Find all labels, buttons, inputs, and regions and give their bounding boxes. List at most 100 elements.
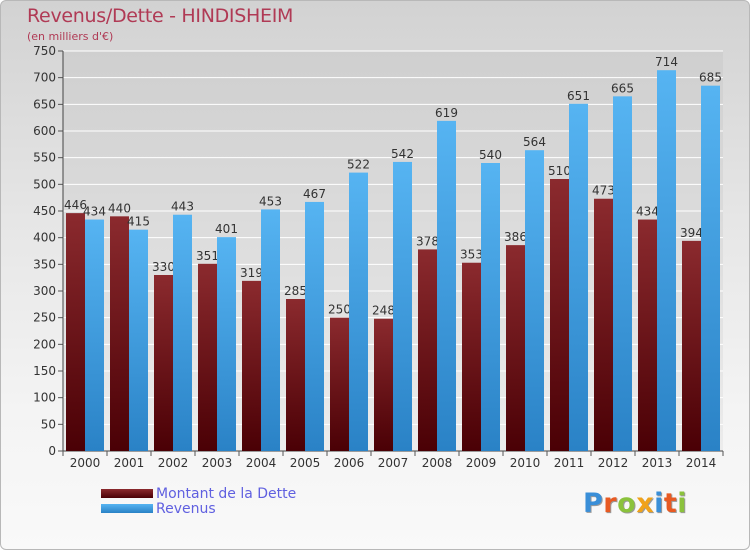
x-tick-label: 2014 <box>686 456 717 470</box>
data-label: 401 <box>215 222 238 236</box>
x-tick-label: 2013 <box>642 456 673 470</box>
data-label: 285 <box>284 284 307 298</box>
chart-title: Revenus/Dette - HINDISHEIM <box>27 5 294 27</box>
bar-dette <box>286 299 305 451</box>
data-label: 386 <box>504 230 527 244</box>
chart-subtitle: (en milliers d'€) <box>27 30 114 43</box>
y-tick-label: 200 <box>33 337 56 351</box>
bar-dette <box>550 179 569 451</box>
logo-letter: x <box>636 488 655 519</box>
legend-label-revenus: Revenus <box>156 501 216 517</box>
bar-dette <box>242 280 261 451</box>
data-label: 473 <box>592 184 615 198</box>
data-label: 651 <box>567 89 590 103</box>
bar-revenus <box>217 237 236 451</box>
bar-revenus <box>129 229 148 451</box>
bar-revenus <box>393 161 412 451</box>
data-label: 542 <box>391 147 414 161</box>
data-label: 394 <box>680 226 703 240</box>
bar-dette <box>638 219 657 451</box>
y-tick-label: 700 <box>33 71 56 85</box>
bar-dette <box>198 263 217 451</box>
logo-letter: i <box>654 488 664 519</box>
legend-swatch-revenus <box>101 504 153 513</box>
bar-dette <box>418 249 437 451</box>
y-tick-label: 650 <box>33 97 56 111</box>
logo-letter: t <box>663 488 678 519</box>
bar-dette <box>330 317 349 451</box>
y-tick-label: 750 <box>33 44 56 58</box>
y-tick-label: 300 <box>33 284 56 298</box>
bar-revenus <box>85 219 104 451</box>
bar-revenus <box>569 103 588 452</box>
x-tick-label: 2007 <box>378 456 409 470</box>
bar-revenus <box>173 214 192 451</box>
y-tick-label: 250 <box>33 311 56 325</box>
x-tick-label: 2012 <box>598 456 629 470</box>
data-label: 248 <box>372 304 395 318</box>
bar-dette <box>66 213 85 451</box>
bar-revenus <box>305 201 324 451</box>
x-tick-label: 2005 <box>290 456 321 470</box>
bar-revenus <box>481 163 500 451</box>
data-label: 351 <box>196 249 219 263</box>
data-label: 330 <box>152 260 175 274</box>
x-tick-label: 2001 <box>114 456 145 470</box>
plot-area: 0 50 100 150 200 250 300 350 400 450 500 550 600 650 7… <box>33 44 724 470</box>
y-tick-label: 50 <box>41 417 56 431</box>
data-label: 685 <box>699 71 722 85</box>
data-label: 522 <box>347 158 370 172</box>
bar-dette <box>374 318 393 451</box>
bar-dette <box>110 216 129 451</box>
bar-revenus <box>613 96 632 451</box>
x-tick-label: 2003 <box>202 456 233 470</box>
data-label: 434 <box>636 205 659 219</box>
bar-revenus <box>349 172 368 451</box>
logo-letter: r <box>603 488 618 519</box>
bar-revenus <box>701 85 720 452</box>
data-label: 453 <box>259 194 282 208</box>
bar-revenus <box>657 70 676 451</box>
y-tick-label: 550 <box>33 151 56 165</box>
logo-letter: i <box>677 488 688 519</box>
legend-label-dette: Montant de la Dette <box>156 486 297 502</box>
data-label: 714 <box>655 55 678 69</box>
bar-dette <box>682 240 701 451</box>
data-label: 440 <box>108 201 131 215</box>
data-label: 250 <box>328 303 351 317</box>
proxiti-logo: Proxiti <box>583 488 687 519</box>
bar-dette <box>462 262 481 451</box>
y-tick-label: 150 <box>33 364 56 378</box>
data-label: 446 <box>64 198 87 212</box>
x-tick-label: 2004 <box>246 456 277 470</box>
bar-revenus <box>261 209 280 451</box>
x-tick-label: 2011 <box>554 456 585 470</box>
bar-revenus <box>525 150 544 451</box>
x-tick-label: 2000 <box>70 456 101 470</box>
y-tick-label: 500 <box>33 177 56 191</box>
x-tick-label: 2010 <box>510 456 541 470</box>
data-label: 619 <box>435 106 458 120</box>
data-label: 443 <box>171 200 194 214</box>
data-label: 353 <box>460 248 483 262</box>
y-tick-label: 350 <box>33 257 56 271</box>
data-label: 540 <box>479 148 502 162</box>
y-tick-label: 100 <box>33 391 56 405</box>
data-label: 564 <box>523 135 546 149</box>
x-tick-label: 2002 <box>158 456 189 470</box>
data-label: 415 <box>127 215 150 229</box>
legend-swatch-dette <box>101 489 153 498</box>
x-tick-label: 2008 <box>422 456 453 470</box>
data-label: 434 <box>83 205 106 219</box>
bar-dette <box>154 275 173 451</box>
data-label: 319 <box>240 266 263 280</box>
logo-letter: o <box>617 488 637 519</box>
y-tick-label: 450 <box>33 204 56 218</box>
bar-revenus <box>437 120 456 451</box>
x-tick-label: 2006 <box>334 456 365 470</box>
data-label: 467 <box>303 187 326 201</box>
bar-dette <box>594 198 613 451</box>
x-tick-label: 2009 <box>466 456 497 470</box>
